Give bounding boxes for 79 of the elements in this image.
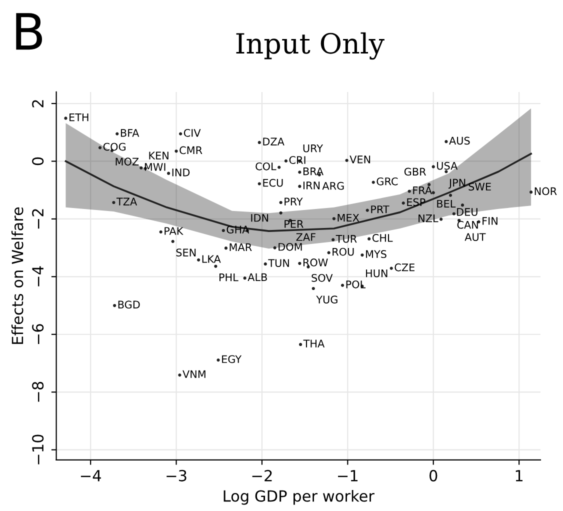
annotation: BGD [118,300,140,309]
annotation: BFA [120,129,140,137]
annotation: DOM [278,242,302,251]
annotation: PRY [284,198,303,206]
text: B [16,13,42,50]
y-axis-title: Effects on Welfare [11,207,24,344]
annotation: TZA [116,198,138,206]
annotation: PAK [164,227,184,235]
annotation: FRA [413,186,432,194]
annotation: EGY [222,355,242,364]
x-tick-label: 0 [430,470,438,482]
annotation: MEX [338,214,360,222]
y-tick-label: −8 [32,382,44,402]
annotation: CHL [372,234,393,242]
annotation: PER [284,220,304,228]
x-tick-label: −3 [166,470,186,482]
annotation: CZE [394,263,414,272]
annotation: MOZ [116,158,139,166]
annotation: URY [303,144,324,152]
annotation: TUN [268,259,289,267]
x-axis-title: Log GDP per worker [224,490,374,505]
annotation: GRC [376,177,398,186]
annotation: CAN [457,220,478,229]
annotation: DEU [457,208,478,216]
y-tick-label: −4 [32,266,44,286]
annotation: VNM [182,370,206,378]
annotation: YUG [316,296,338,304]
annotation: IRN [303,182,320,190]
annotation: ALB [248,273,267,281]
annotation: VEN [350,156,370,164]
annotation: COG [103,142,126,151]
annotation: CMR [180,146,202,154]
annotation: AUS [449,136,470,145]
annotation: THA [303,340,325,348]
annotation: COL [256,162,276,170]
annotation: SWE [468,182,491,191]
annotation: ROU [332,248,354,256]
annotation: AUT [464,233,486,241]
annotation: ESP [407,198,426,206]
annotation: PHL [219,274,238,282]
y-tick-label: −10 [32,434,44,464]
annotation: LKA [202,255,221,263]
annotation: TUR [336,235,357,243]
y-tick-label: −2 [32,209,44,229]
annotation: CIV [184,128,201,137]
annotation: MYS [366,250,386,258]
annotation: IND [172,168,190,176]
annotation: JPN [448,178,466,189]
annotation: GBR [404,168,426,176]
annotation: FIN [482,217,498,225]
y-tick-label: 2 [32,100,44,108]
annotation: IDN [251,214,268,222]
annotation: PRT [371,206,390,214]
x-tick-label: −2 [252,470,272,482]
y-tick-label: −6 [32,324,44,344]
annotation: BRA [303,167,324,176]
x-tick-label: −1 [338,470,358,482]
annotation: SEN [176,248,196,256]
annotation: ZAF [296,233,316,241]
annotation: CRI [289,156,306,164]
annotation: DZA [263,138,284,146]
annotation: USA [437,162,458,170]
x-tick-label: 1 [516,470,523,482]
annotation: HUN [366,269,388,278]
x-tick-label: −4 [80,470,101,482]
annotation: ROW [303,258,328,266]
annotation: ETH [70,114,88,122]
y-tick-label: 0 [32,157,44,166]
annotation: MWI [144,163,166,171]
annotation: MAR [230,243,252,251]
annotation: NZL [418,214,438,222]
annotation: ARG [322,182,344,190]
annotation: BEL [437,200,456,208]
annotation: KEN [149,152,168,160]
chart-title: Input Only [236,32,384,60]
annotation: ECU [263,178,283,187]
annotation: POL [346,280,366,288]
annotation: NOR [534,187,557,196]
annotation: SOV [312,274,333,282]
